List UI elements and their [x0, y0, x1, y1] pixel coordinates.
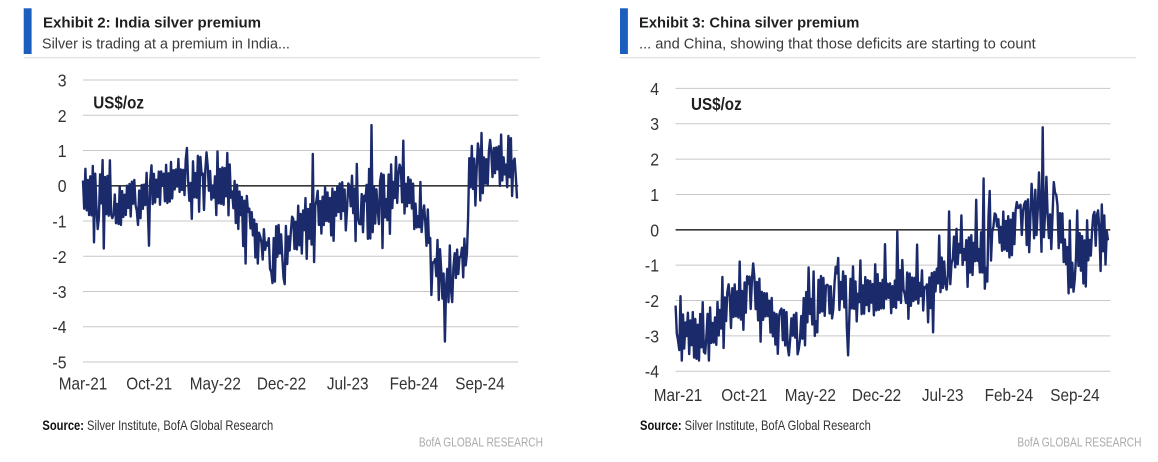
svg-text:Dec-22: Dec-22: [852, 385, 901, 405]
svg-text:-4: -4: [52, 317, 66, 337]
svg-text:... and China, showing that th: ... and China, showing that those defici…: [639, 35, 1037, 52]
svg-text:Source: Silver Institute, BofA: Source: Silver Institute, BofA Global Re…: [42, 418, 273, 433]
svg-text:Sep-24: Sep-24: [1050, 385, 1099, 405]
svg-text:0: 0: [650, 220, 659, 240]
svg-text:2: 2: [650, 150, 659, 170]
svg-text:-1: -1: [52, 212, 66, 232]
svg-text:-4: -4: [645, 362, 659, 382]
svg-text:2: 2: [58, 106, 67, 126]
svg-text:Exhibit 2: India silver premiu: Exhibit 2: India silver premium: [43, 15, 261, 32]
svg-text:-3: -3: [645, 326, 659, 346]
svg-text:-5: -5: [52, 353, 66, 373]
svg-text:BofA GLOBAL RESEARCH: BofA GLOBAL RESEARCH: [419, 436, 543, 449]
svg-text:Exhibit 3: China silver premiu: Exhibit 3: China silver premium: [639, 14, 859, 31]
svg-text:-3: -3: [52, 282, 66, 302]
svg-text:Sep-24: Sep-24: [455, 373, 504, 393]
svg-text:BofA GLOBAL RESEARCH: BofA GLOBAL RESEARCH: [1017, 436, 1141, 449]
svg-text:-2: -2: [645, 291, 659, 311]
svg-text:May-22: May-22: [785, 385, 836, 405]
svg-text:0: 0: [58, 176, 67, 196]
svg-text:US$/oz: US$/oz: [93, 92, 144, 113]
svg-text:1: 1: [650, 185, 659, 205]
svg-text:3: 3: [650, 114, 659, 134]
svg-text:-1: -1: [645, 256, 659, 276]
svg-text:Feb-24: Feb-24: [985, 385, 1034, 405]
svg-text:Jul-23: Jul-23: [922, 385, 964, 405]
svg-text:Source: Silver Institute, BofA: Source: Silver Institute, BofA Global Re…: [640, 418, 871, 433]
svg-text:Oct-21: Oct-21: [721, 385, 767, 405]
svg-text:Feb-24: Feb-24: [390, 373, 439, 393]
svg-text:US$/oz: US$/oz: [691, 94, 742, 115]
svg-text:Jul-23: Jul-23: [327, 373, 369, 393]
svg-text:1: 1: [58, 141, 67, 161]
svg-text:Oct-21: Oct-21: [126, 373, 172, 393]
svg-text:4: 4: [650, 79, 659, 99]
svg-text:Dec-22: Dec-22: [257, 373, 306, 393]
svg-text:Mar-21: Mar-21: [59, 373, 108, 393]
svg-text:Mar-21: Mar-21: [654, 385, 703, 405]
svg-text:-2: -2: [52, 247, 66, 267]
svg-text:3: 3: [58, 71, 67, 91]
svg-text:Silver is trading at a premium: Silver is trading at a premium in India.…: [42, 36, 290, 52]
svg-text:May-22: May-22: [190, 373, 241, 393]
